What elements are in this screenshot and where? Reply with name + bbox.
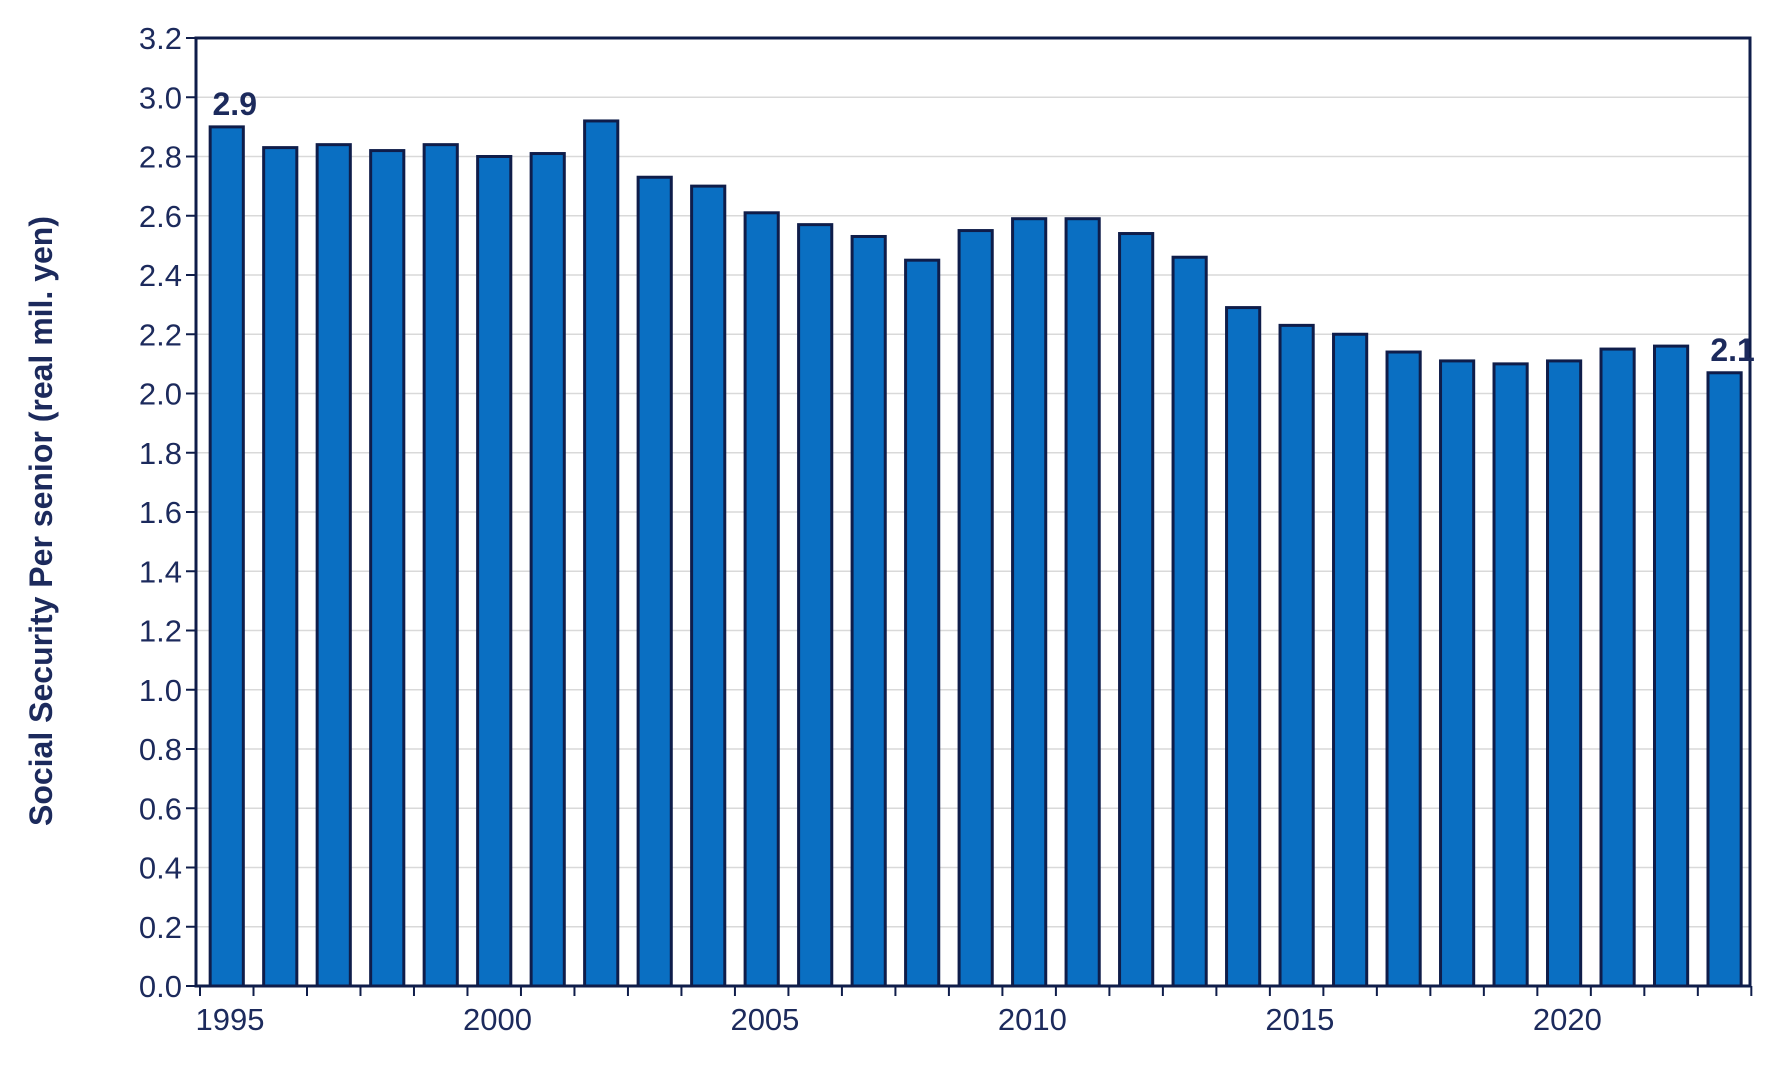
bar <box>1278 323 1315 988</box>
data-label: 2.1 <box>1710 332 1754 368</box>
x-tick-label: 1995 <box>196 1002 265 1037</box>
y-axis-title: Social Security Per senior (real mil. ye… <box>23 216 59 826</box>
y-tick-label: 1.8 <box>139 436 182 471</box>
y-tick-label: 2.2 <box>139 317 182 352</box>
bar <box>529 152 566 988</box>
y-tick-label: 2.4 <box>139 258 182 293</box>
bar <box>422 143 459 988</box>
bar <box>797 223 834 988</box>
y-tick-label: 1.6 <box>139 495 182 530</box>
bar <box>850 234 887 988</box>
bar <box>1546 359 1583 988</box>
bar <box>476 155 513 988</box>
y-tick-label: 2.8 <box>139 140 182 175</box>
y-tick-label: 0.4 <box>139 851 182 886</box>
bar <box>904 258 941 988</box>
bar <box>1225 306 1262 988</box>
data-label: 2.9 <box>213 86 257 122</box>
bar <box>1599 347 1636 988</box>
x-tick-label: 2005 <box>730 1002 799 1037</box>
y-tick-label: 1.4 <box>139 554 182 589</box>
bar <box>262 146 299 988</box>
bar <box>1064 217 1101 988</box>
bar <box>1332 332 1369 988</box>
y-tick-label: 3.0 <box>139 80 182 115</box>
bar <box>1011 217 1048 988</box>
bar <box>957 229 994 988</box>
bar <box>636 175 673 988</box>
bar <box>208 125 245 988</box>
bar <box>1171 255 1208 988</box>
y-tick-label: 0.2 <box>139 910 182 945</box>
bar <box>1439 359 1476 988</box>
bar <box>1118 232 1155 988</box>
y-tick-label: 0.0 <box>139 969 182 1004</box>
y-tick-label: 1.2 <box>139 614 182 649</box>
bar <box>1706 371 1743 988</box>
bar <box>690 184 727 988</box>
bar <box>1653 344 1690 988</box>
y-tick-label: 1.0 <box>139 673 182 708</box>
x-tick-label: 2000 <box>463 1002 532 1037</box>
bar <box>315 143 352 988</box>
y-tick-label: 3.2 <box>139 21 182 56</box>
bar <box>1385 350 1422 988</box>
y-tick-label: 0.8 <box>139 732 182 767</box>
y-tick-label: 2.0 <box>139 377 182 412</box>
x-tick-label: 2010 <box>998 1002 1067 1037</box>
y-tick-label: 0.6 <box>139 791 182 826</box>
bar <box>583 119 620 988</box>
x-tick-label: 2020 <box>1533 1002 1602 1037</box>
bar <box>1492 362 1529 988</box>
bar <box>369 149 406 988</box>
x-tick-label: 2015 <box>1265 1002 1334 1037</box>
bars <box>208 119 1743 988</box>
axes <box>186 37 1753 996</box>
labels: 0.0 0.2 0.4 0.6 0.8 1.0 1.2 1.4 1.6 1.8 2.0 2.2 2.4 2… <box>139 21 1755 1037</box>
bar <box>743 211 780 988</box>
y-tick-label: 2.6 <box>139 199 182 234</box>
